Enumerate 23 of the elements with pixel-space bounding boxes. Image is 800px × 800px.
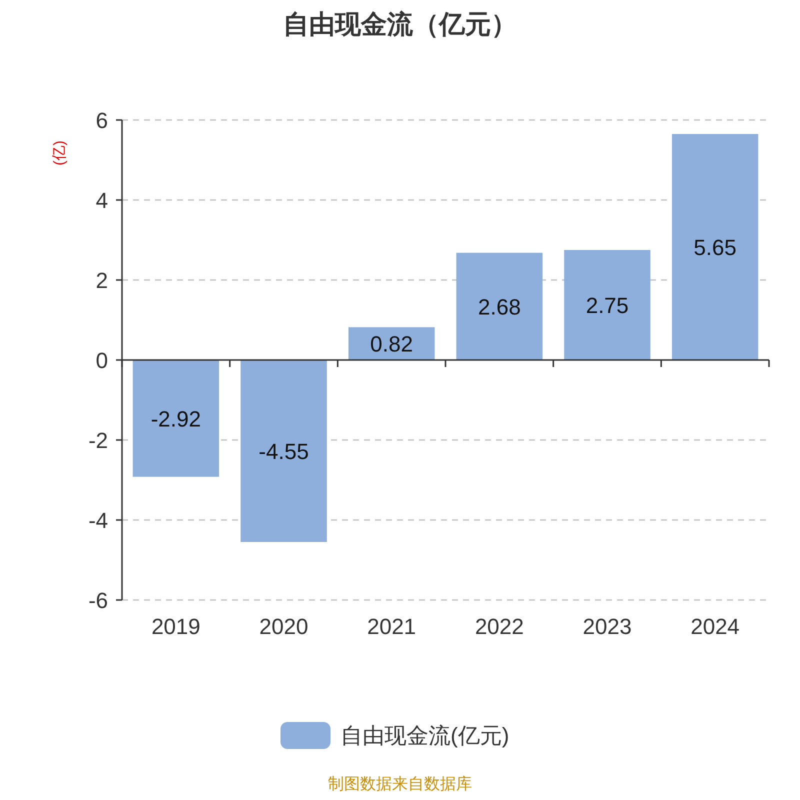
y-tick-label: 6 — [96, 108, 108, 133]
x-tick-label: 2022 — [474, 614, 524, 639]
data-label: 0.82 — [370, 332, 413, 357]
x-tick-label: 2024 — [690, 614, 740, 639]
y-tick-label: 2 — [96, 268, 108, 293]
y-tick-label: -6 — [88, 588, 108, 613]
text: 制图数据来自数据库 — [328, 775, 472, 793]
y-tick-label: 0 — [96, 348, 108, 373]
data-label: -4.55 — [258, 439, 309, 464]
x-tick-label: 2020 — [259, 614, 308, 639]
y-axis-title: (亿) — [51, 140, 68, 166]
x-tick-label: 2023 — [582, 614, 632, 639]
chart-title: 自由现金流（亿元） — [283, 9, 517, 39]
y-tick-label: -4 — [88, 508, 108, 533]
y-tick-label: 4 — [96, 188, 108, 213]
x-tick-label: 2019 — [151, 614, 200, 639]
data-label: -2.92 — [150, 406, 201, 432]
data-label: 5.65 — [694, 235, 736, 260]
y-tick-label: -2 — [88, 428, 108, 453]
data-label: 2.75 — [586, 293, 629, 318]
data-label: 2.68 — [478, 294, 521, 320]
x-tick-label: 2021 — [367, 614, 416, 639]
legend-label: 自由现金流(亿元) — [340, 723, 510, 748]
